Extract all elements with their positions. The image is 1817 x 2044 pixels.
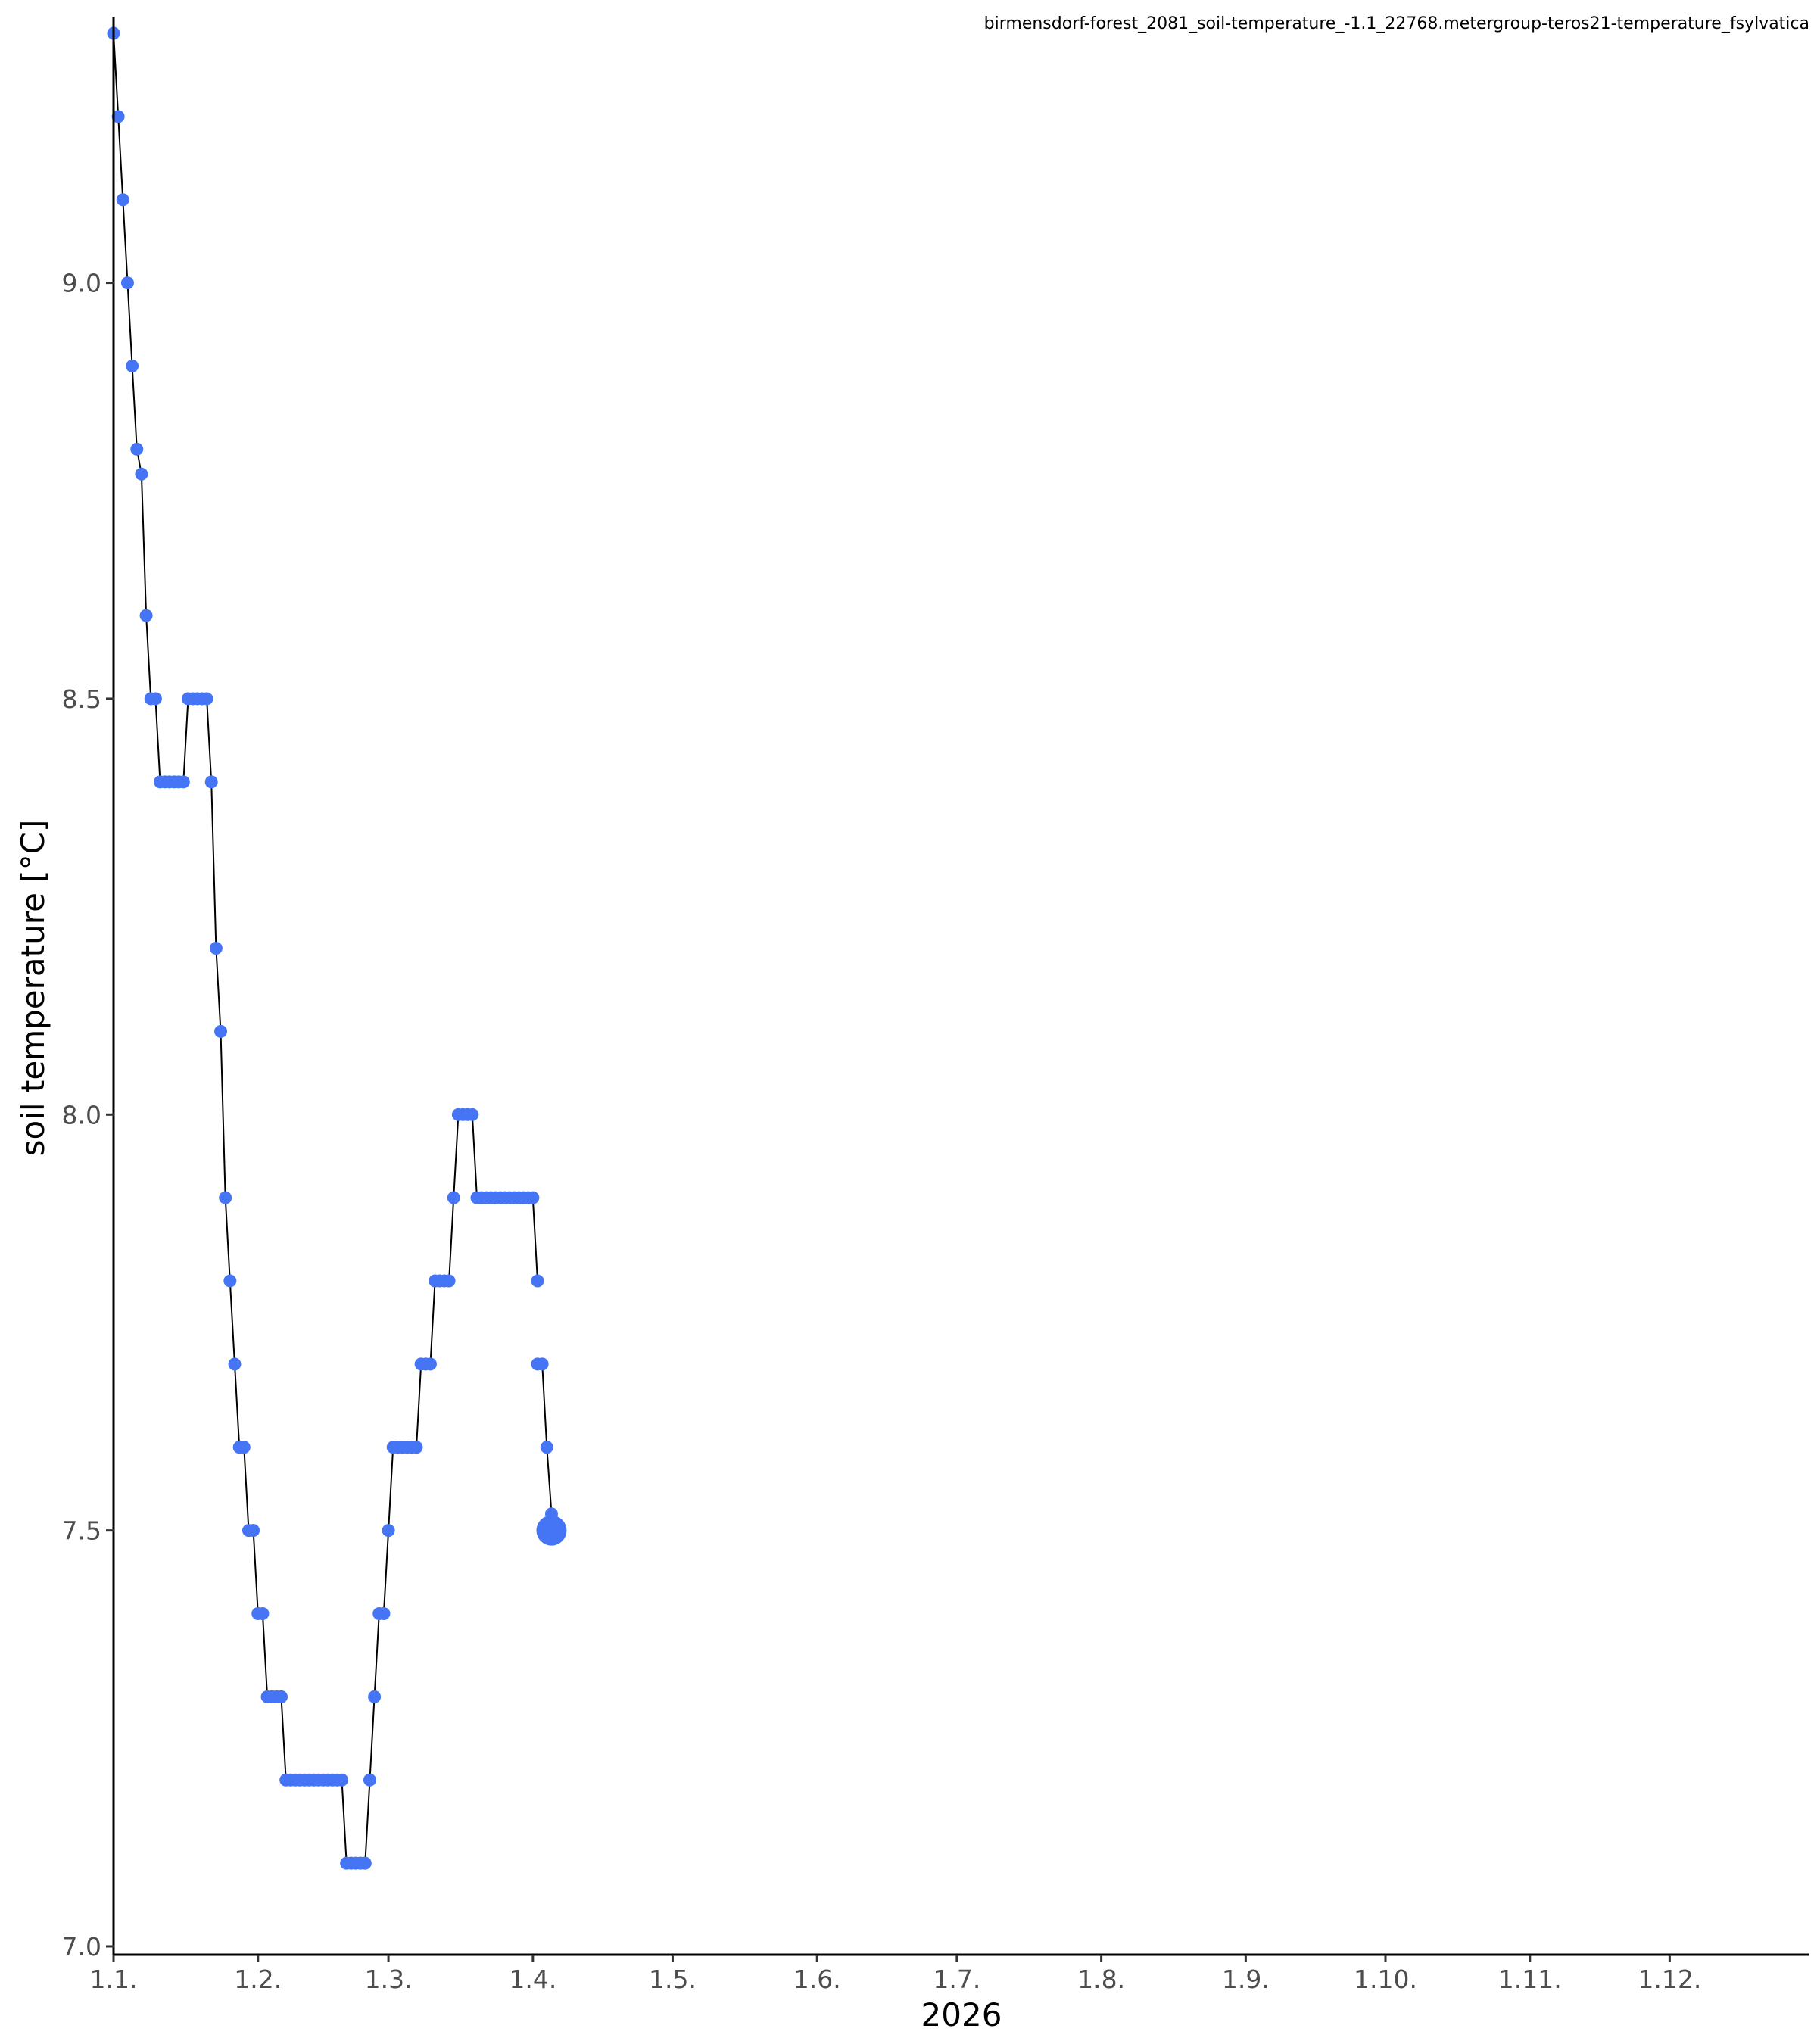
data-point: [368, 1690, 382, 1703]
data-point: [204, 775, 218, 789]
y-tick-label: 8.0: [62, 1100, 101, 1129]
data-point: [139, 609, 153, 622]
x-tick-label: 1.6.: [793, 1965, 841, 1994]
data-point: [358, 1856, 372, 1870]
chart-title: birmensdorf-forest_2081_soil-temperature…: [984, 14, 1809, 33]
data-point: [130, 442, 144, 456]
data-point: [442, 1274, 456, 1288]
x-tick-label: 1.3.: [365, 1965, 413, 1994]
x-tick-label: 1.8.: [1077, 1965, 1125, 1994]
x-ticks: 1.1. 1.2. 1.3. 1.4. 1.5. 1.6. 1.7. 1.8. 1.9. 1.10…: [90, 1955, 1701, 1994]
y-tick-label: 8.5: [62, 684, 101, 714]
data-point: [363, 1773, 376, 1787]
x-tick-label: 1.2.: [234, 1965, 282, 1994]
last-data-point: [536, 1515, 567, 1546]
x-tick-label: 1.1.: [90, 1965, 138, 1994]
x-tick-label: 1.12.: [1638, 1965, 1701, 1994]
data-point: [447, 1191, 460, 1204]
series-layer: [107, 26, 567, 1870]
data-point: [335, 1773, 349, 1787]
data-point: [466, 1108, 479, 1121]
x-tick-label: 1.10.: [1354, 1965, 1417, 1994]
x-tick-label: 1.7.: [933, 1965, 980, 1994]
series-line: [113, 33, 538, 1865]
data-point: [382, 1524, 395, 1538]
y-axis-title: soil temperature [°C]: [14, 820, 51, 1157]
data-point: [423, 1357, 437, 1371]
data-point: [535, 1357, 549, 1371]
data-point: [111, 110, 125, 123]
data-point: [116, 193, 129, 207]
data-point: [200, 692, 213, 706]
data-point: [256, 1607, 270, 1621]
data-point: [126, 359, 139, 372]
data-point: [526, 1191, 540, 1204]
data-point: [135, 467, 148, 481]
data-point: [219, 1191, 232, 1204]
data-point: [214, 1024, 228, 1038]
data-point: [410, 1441, 423, 1454]
x-tick-label: 1.5.: [649, 1965, 697, 1994]
data-point: [531, 1274, 544, 1288]
data-point: [148, 692, 162, 706]
series-line: [538, 1363, 553, 1514]
data-point: [237, 1441, 251, 1454]
x-axis-title: 2026: [921, 1996, 1002, 2033]
y-ticks: 7.0 7.5 8.0 8.5 9.0: [62, 269, 114, 1961]
y-tick-label: 7.5: [62, 1516, 101, 1546]
y-tick-label: 9.0: [62, 269, 101, 298]
data-point: [228, 1357, 242, 1371]
x-tick-label: 1.4.: [509, 1965, 556, 1994]
data-point: [275, 1690, 288, 1703]
data-point: [176, 775, 190, 789]
data-point: [247, 1524, 260, 1538]
data-point: [223, 1274, 237, 1288]
y-tick-label: 7.0: [62, 1932, 101, 1961]
x-tick-label: 1.11.: [1498, 1965, 1562, 1994]
x-tick-label: 1.9.: [1222, 1965, 1270, 1994]
data-point: [120, 276, 134, 290]
data-point: [209, 942, 223, 955]
data-point: [540, 1441, 553, 1454]
data-point: [377, 1607, 391, 1621]
